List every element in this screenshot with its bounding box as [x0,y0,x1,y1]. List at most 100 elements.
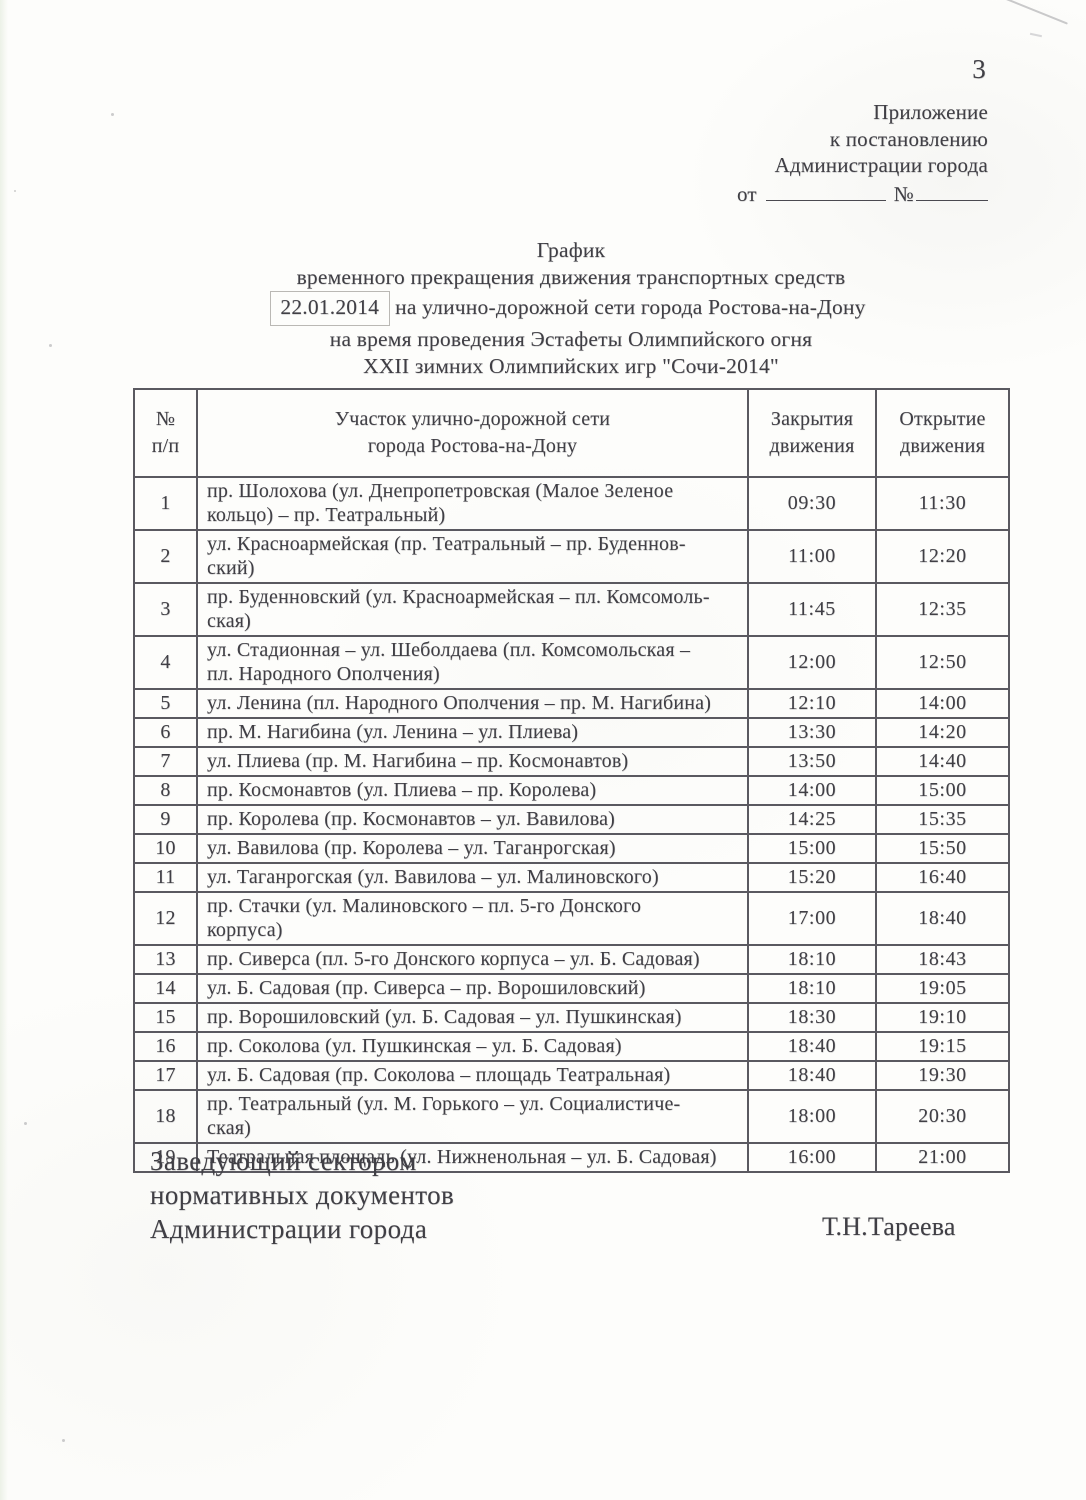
row-number-cell: 3 [133,582,198,637]
corner-fold-mark [1004,0,1068,25]
opening-time-cell: 12:35 [875,582,1010,637]
table-row: 9 пр. Королева (пр. Космонавтов – ул. Ва… [133,804,1010,835]
closing-time-cell: 16:00 [747,1142,877,1173]
row-number-cell: 14 [133,973,198,1004]
road-section-cell: Театральная площадь (ул. Нижненольная – … [196,1142,749,1173]
header-cell-closing: Закрытия движения [747,388,877,478]
table-row: 6 пр. М. Нагибина (ул. Ленина – ул. Плие… [133,717,1010,748]
closing-time-cell: 09:30 [747,476,877,531]
row-number-cell: 9 [133,804,198,835]
table-row: 11 ул. Таганрогская (ул. Вавилова – ул. … [133,862,1010,893]
scan-speck [14,190,16,192]
road-section-cell: пр. Шолохова (ул. Днепропетровская (Мало… [196,476,749,531]
row-number-cell: 7 [133,746,198,777]
closing-time-cell: 18:00 [747,1089,877,1144]
road-section-cell: ул. Ленина (пл. Народного Ополчения – пр… [196,688,749,719]
scan-speck [62,1439,65,1442]
row-number-cell: 5 [133,688,198,719]
header-text: города Ростова-на-Дону [367,435,578,457]
appendix-line: Приложение [873,100,988,124]
closing-time-cell: 13:30 [747,717,877,748]
header-text: Участок улично-дорожной сети [334,408,611,430]
road-section-cell: ул. Таганрогская (ул. Вавилова – ул. Мал… [196,862,749,893]
closing-time-cell: 18:40 [747,1060,877,1091]
row-number-cell: 12 [133,891,198,946]
schedule-table: № п/п Участок улично-дорожной сети город… [133,388,1010,1173]
opening-time-cell: 11:30 [875,476,1010,531]
road-section-cell: ул. Стадионная – ул. Шеболдаева (пл. Ком… [196,635,749,690]
corner-fold-mark [1029,32,1043,37]
signature-line: Заведующий сектором [150,1146,417,1176]
opening-time-cell: 18:43 [875,944,1010,975]
row-number-cell: 17 [133,1060,198,1091]
road-section-cell: пр. Королева (пр. Космонавтов – ул. Вави… [196,804,749,835]
table-row: 16 пр. Соколова (ул. Пушкинская – ул. Б.… [133,1031,1010,1062]
header-cell-num: № п/п [133,388,198,478]
title-line: XXII зимних Олимпийских игр "Сочи-2014" [363,354,779,378]
opening-time-cell: 19:15 [875,1031,1010,1062]
table-row: 18 пр. Театральный (ул. М. Горького – ул… [133,1089,1010,1144]
scan-speck [49,344,52,347]
closing-time-cell: 11:45 [747,582,877,637]
opening-time-cell: 14:00 [875,688,1010,719]
title-line: временного прекращения движения транспор… [296,265,846,289]
table-row: 19 Театральная площадь (ул. Нижненольная… [133,1142,1010,1173]
row-number-cell: 16 [133,1031,198,1062]
road-section-cell: ул. Вавилова (пр. Королева – ул. Таганро… [196,833,749,864]
row-number-cell: 6 [133,717,198,748]
scan-edge-strip [0,0,8,1500]
road-section-cell: пр. Космонавтов (ул. Плиева – пр. Короле… [196,775,749,806]
appendix-block: Приложение к постановлению Администрации… [737,99,988,207]
closing-time-cell: 15:20 [747,862,877,893]
road-section-cell: пр. Сиверса (пл. 5-го Донского корпуса –… [196,944,749,975]
header-text: движения [769,435,855,457]
header-cell-opening: Открытие движения [875,388,1010,478]
table-row: 2 ул. Красноармейская (пр. Театральный –… [133,529,1010,584]
number-blank-line [916,183,988,201]
closing-time-cell: 12:10 [747,688,877,719]
opening-time-cell: 15:50 [875,833,1010,864]
signature-block: Заведующий сектором нормативных документ… [150,1144,454,1246]
closing-time-cell: 11:00 [747,529,877,584]
opening-time-cell: 16:40 [875,862,1010,893]
road-section-cell: пр. Соколова (ул. Пушкинская – ул. Б. Са… [196,1031,749,1062]
header-cell-section: Участок улично-дорожной сети города Рост… [196,388,749,478]
table-row: 5 ул. Ленина (пл. Народного Ополчения – … [133,688,1010,719]
appendix-from-line: от № [737,181,988,208]
row-number-cell: 15 [133,1002,198,1033]
scan-speck [24,1122,27,1125]
road-section-cell: пр. Стачки (ул. Малиновского – пл. 5-го … [196,891,749,946]
opening-time-cell: 18:40 [875,891,1010,946]
appendix-line: к постановлению [829,126,988,151]
opening-time-cell: 19:30 [875,1060,1010,1091]
table-row: 3 пр. Буденновский (ул. Красноармейская … [133,582,1010,637]
closing-time-cell: 14:00 [747,775,877,806]
signature-name: Т.Н.Тареева [822,1212,956,1241]
header-text: № [155,408,176,430]
signature-line: Администрации города [150,1214,428,1244]
road-section-cell: ул. Красноармейская (пр. Театральный – п… [196,529,749,584]
road-section-cell: пр. Ворошиловский (ул. Б. Садовая – ул. … [196,1002,749,1033]
row-number-cell: 10 [133,833,198,864]
opening-time-cell: 14:20 [875,717,1010,748]
number-sign-label: № [893,181,914,206]
closing-time-cell: 18:10 [747,944,877,975]
stamped-date-box: 22.01.2014 [270,291,391,326]
opening-time-cell: 12:20 [875,529,1010,584]
closing-time-cell: 17:00 [747,891,877,946]
header-text: Закрытия [770,408,854,430]
row-number-cell: 8 [133,775,198,806]
opening-time-cell: 14:40 [875,746,1010,777]
opening-time-cell: 15:35 [875,804,1010,835]
date-blank-line [765,183,886,201]
road-section-cell: пр. Буденновский (ул. Красноармейская – … [196,582,749,637]
closing-time-cell: 18:30 [747,1002,877,1033]
closing-time-cell: 14:25 [747,804,877,835]
opening-time-cell: 20:30 [875,1089,1010,1144]
table-row: 1 пр. Шолохова (ул. Днепропетровская (Ма… [133,476,1010,531]
opening-time-cell: 21:00 [875,1142,1010,1173]
closing-time-cell: 13:50 [747,746,877,777]
road-section-cell: ул. Б. Садовая (пр. Сиверса – пр. Вороши… [196,973,749,1004]
road-section-cell: пр. Театральный (ул. М. Горького – ул. С… [196,1089,749,1144]
